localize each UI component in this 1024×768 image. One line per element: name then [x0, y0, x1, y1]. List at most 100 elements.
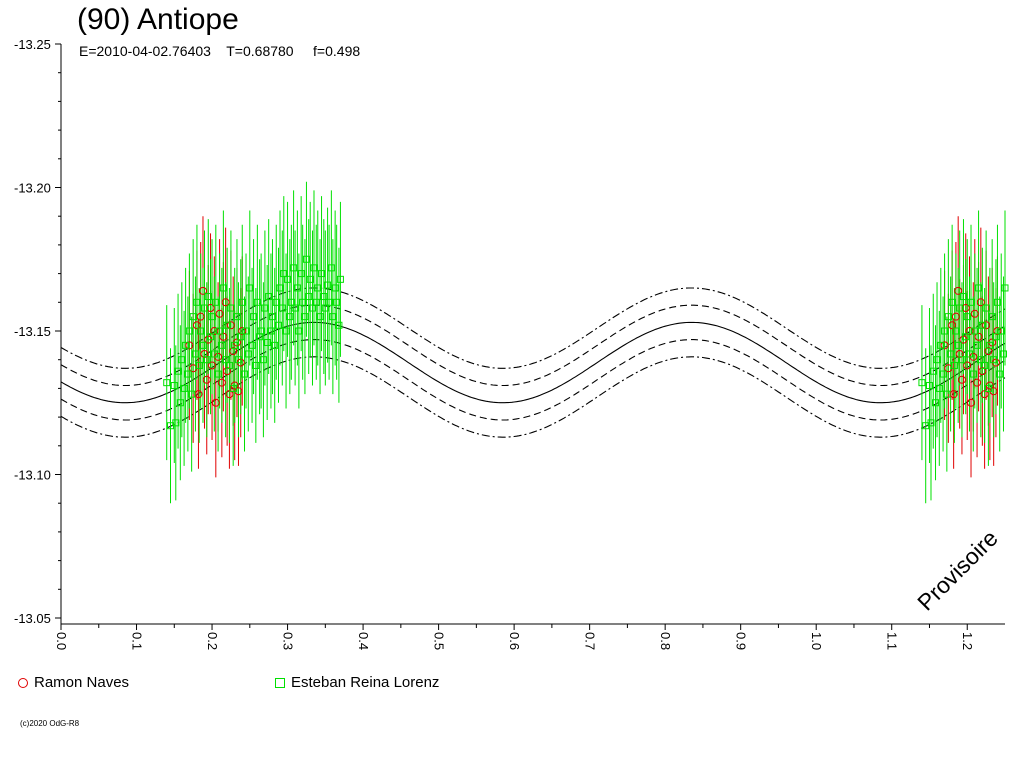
point-esteban-reina-lorenz — [263, 338, 271, 346]
point-ramon-naves — [957, 375, 966, 384]
point-esteban-reina-lorenz — [174, 367, 182, 375]
point-ramon-naves — [223, 367, 232, 376]
point-esteban-reina-lorenz — [184, 370, 192, 378]
point-esteban-reina-lorenz — [318, 270, 326, 278]
point-esteban-reina-lorenz — [996, 370, 1004, 378]
point-esteban-reina-lorenz — [278, 304, 286, 312]
point-esteban-reina-lorenz — [297, 270, 305, 278]
point-esteban-reina-lorenz — [233, 313, 241, 321]
point-esteban-reina-lorenz — [308, 304, 316, 312]
point-esteban-reina-lorenz — [990, 356, 998, 364]
point-esteban-reina-lorenz — [218, 341, 226, 349]
point-esteban-reina-lorenz — [973, 341, 981, 349]
point-esteban-reina-lorenz — [241, 370, 249, 378]
point-ramon-naves — [976, 298, 985, 307]
point-esteban-reina-lorenz — [335, 321, 343, 329]
point-esteban-reina-lorenz — [982, 304, 990, 312]
point-esteban-reina-lorenz — [918, 379, 926, 387]
x-tick-label: 1.2 — [960, 632, 975, 650]
point-esteban-reina-lorenz — [932, 399, 940, 407]
point-esteban-reina-lorenz — [299, 298, 307, 306]
point-esteban-reina-lorenz — [227, 304, 235, 312]
point-esteban-reina-lorenz — [966, 350, 974, 358]
point-esteban-reina-lorenz — [274, 321, 282, 329]
error-bars — [166, 181, 1006, 504]
point-esteban-reina-lorenz — [185, 327, 193, 335]
point-esteban-reina-lorenz — [325, 298, 333, 306]
axes: -13.25 -13.20 -13.15 -13.10 -13.050.0 0.1 0.2 0… — [14, 37, 1005, 650]
point-esteban-reina-lorenz — [958, 356, 966, 364]
point-ramon-naves — [221, 298, 230, 307]
point-ramon-naves — [238, 327, 247, 335]
point-esteban-reina-lorenz — [963, 313, 971, 321]
x-tick-label: 0.3 — [281, 632, 296, 650]
point-esteban-reina-lorenz — [954, 341, 962, 349]
point-esteban-reina-lorenz — [199, 341, 207, 349]
point-esteban-reina-lorenz — [941, 327, 949, 335]
point-esteban-reina-lorenz — [986, 341, 994, 349]
point-ramon-naves — [940, 341, 949, 350]
point-ramon-naves — [948, 321, 957, 330]
point-ramon-naves — [993, 327, 1002, 335]
x-tick-label: 0.1 — [130, 632, 145, 650]
point-esteban-reina-lorenz — [295, 327, 303, 335]
point-esteban-reina-lorenz — [172, 419, 180, 427]
point-esteban-reina-lorenz — [261, 304, 269, 312]
point-ramon-naves — [229, 347, 238, 356]
y-tick-label: -13.25 — [14, 37, 51, 52]
point-esteban-reina-lorenz — [943, 390, 951, 398]
point-esteban-reina-lorenz — [180, 384, 188, 392]
point-esteban-reina-lorenz — [210, 350, 218, 358]
point-esteban-reina-lorenz — [291, 304, 299, 312]
point-ramon-naves — [954, 286, 963, 295]
point-esteban-reina-lorenz — [208, 313, 216, 321]
point-ramon-naves — [967, 398, 976, 407]
point-ramon-naves — [974, 332, 983, 341]
point-esteban-reina-lorenz — [250, 313, 258, 321]
point-esteban-reina-lorenz — [225, 361, 233, 369]
point-esteban-reina-lorenz — [237, 333, 245, 341]
point-esteban-reina-lorenz — [331, 284, 339, 292]
point-ramon-naves — [955, 349, 964, 358]
point-esteban-reina-lorenz — [310, 264, 318, 272]
point-esteban-reina-lorenz — [286, 313, 294, 321]
point-esteban-reina-lorenz — [952, 327, 960, 335]
point-esteban-reina-lorenz — [248, 341, 256, 349]
point-ramon-naves — [185, 341, 194, 350]
x-tick-label: 0.2 — [205, 632, 220, 650]
point-esteban-reina-lorenz — [302, 255, 310, 263]
point-esteban-reina-lorenz — [246, 284, 254, 292]
point-esteban-reina-lorenz — [329, 313, 337, 321]
point-esteban-reina-lorenz — [253, 298, 261, 306]
point-esteban-reina-lorenz — [327, 264, 335, 272]
y-tick-label: -13.20 — [14, 181, 51, 196]
point-esteban-reina-lorenz — [305, 293, 313, 301]
point-esteban-reina-lorenz — [272, 298, 280, 306]
point-esteban-reina-lorenz — [312, 298, 320, 306]
point-esteban-reina-lorenz — [290, 264, 298, 272]
point-esteban-reina-lorenz — [259, 356, 267, 364]
x-tick-label: 0.5 — [432, 632, 447, 650]
chart-subtitle: E=2010-04-02.76403 T=0.68780 f=0.498 — [79, 43, 361, 59]
point-esteban-reina-lorenz — [182, 341, 190, 349]
point-ramon-naves — [225, 390, 234, 399]
point-ramon-naves — [215, 309, 224, 318]
point-esteban-reina-lorenz — [320, 293, 328, 301]
chart-title: (90) Antiope — [77, 3, 239, 36]
point-esteban-reina-lorenz — [981, 361, 989, 369]
circle-marker-icon — [18, 678, 28, 689]
point-esteban-reina-lorenz — [950, 361, 958, 369]
legend-label: Ramon Naves — [34, 674, 130, 691]
point-ramon-naves — [210, 327, 219, 335]
legend-item-ramon-naves: Ramon Naves — [18, 674, 129, 691]
point-esteban-reina-lorenz — [229, 384, 237, 392]
point-esteban-reina-lorenz — [271, 341, 279, 349]
point-esteban-reina-lorenz — [178, 356, 186, 364]
point-esteban-reina-lorenz — [287, 298, 295, 306]
point-ramon-naves — [970, 309, 979, 318]
point-esteban-reina-lorenz — [301, 313, 309, 321]
point-esteban-reina-lorenz — [992, 333, 1000, 341]
point-esteban-reina-lorenz — [197, 327, 205, 335]
point-esteban-reina-lorenz — [314, 284, 322, 292]
